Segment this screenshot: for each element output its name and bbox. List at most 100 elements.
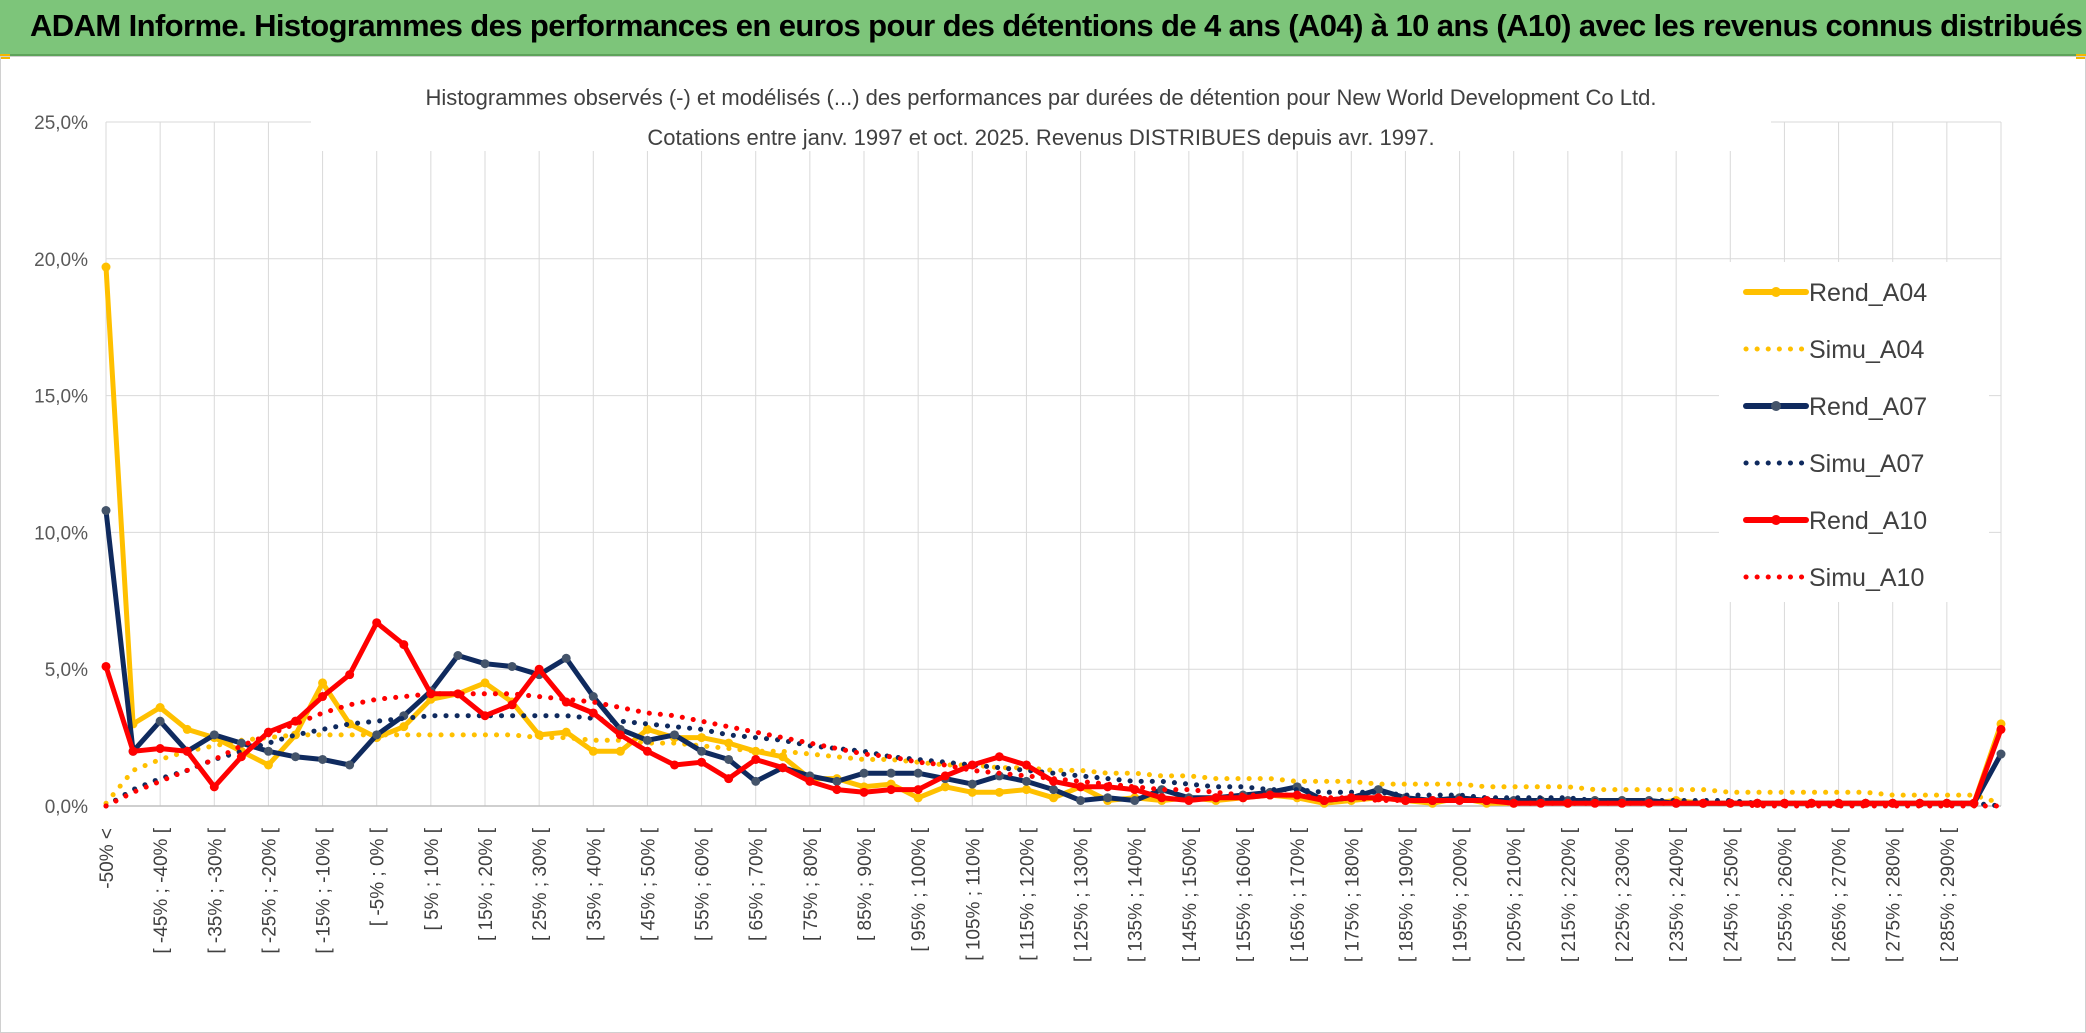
data-point-rend_a10 (642, 746, 652, 756)
x-tick-label: [ 215% ; 220% [ (1559, 827, 1580, 962)
x-tick-label: [ 85% ; 90% [ (855, 827, 876, 941)
data-point-rend_a07 (480, 659, 490, 669)
data-point-rend_a10 (1211, 793, 1221, 803)
data-point-rend_a10 (724, 774, 734, 784)
data-point-rend_a04 (588, 746, 598, 756)
x-tick-label: [ 95% ; 100% [ (909, 827, 930, 951)
x-tick-label: [ 145% ; 150% [ (1180, 827, 1201, 962)
x-tick-label: [ 45% ; 50% [ (638, 827, 659, 941)
data-point-rend_a04 (480, 678, 490, 688)
x-tick-label: [ 5% ; 10% [ (422, 827, 443, 930)
x-tick-label: [ 135% ; 140% [ (1126, 827, 1147, 962)
y-tick-label: 5,0% (45, 660, 88, 681)
legend-label-simu_a04: Simu_A04 (1809, 336, 1924, 364)
x-tick-label: [ 265% ; 270% [ (1830, 827, 1851, 962)
data-point-rend_a07 (507, 661, 517, 671)
legend-marker-rend_a04 (1771, 287, 1781, 297)
data-point-rend_a10 (670, 760, 679, 770)
legend: Rend_A04 Simu_A04 Rend_A07 Simu_A07 Rend_A10… (1719, 262, 1989, 602)
data-point-rend_a04 (318, 678, 328, 688)
data-point-rend_a07 (345, 760, 355, 770)
x-tick-label: [ 125% ; 130% [ (1072, 827, 1093, 962)
legend-label-rend_a04: Rend_A04 (1809, 279, 1927, 307)
data-point-rend_a10 (318, 692, 328, 702)
y-tick-label: 25,0% (34, 113, 88, 134)
data-point-rend_a07 (1103, 793, 1113, 803)
data-point-rend_a07 (291, 752, 300, 762)
data-point-rend_a07 (642, 735, 652, 745)
data-point-rend_a10 (209, 782, 219, 792)
data-point-rend_a10 (886, 785, 896, 795)
data-point-rend_a10 (1996, 724, 2006, 734)
data-point-rend_a04 (751, 746, 761, 756)
legend-background (1719, 262, 1989, 602)
y-tick-label: 20,0% (34, 250, 88, 271)
y-tick-label: 10,0% (34, 523, 88, 544)
x-tick-label: [ -35% ; -30% [ (205, 827, 226, 953)
x-tick-label: [ 205% ; 210% [ (1505, 827, 1526, 962)
banner-title: ADAM Informe. Histogrammes des performan… (30, 8, 2083, 43)
x-tick-label: [ 75% ; 80% [ (801, 827, 822, 941)
data-point-rend_a10 (101, 661, 111, 671)
data-point-rend_a10 (967, 760, 977, 770)
x-tick-label: -50% < (97, 828, 118, 889)
data-point-rend_a10 (832, 785, 842, 795)
data-point-rend_a07 (751, 776, 761, 786)
legend-marker-rend_a10 (1771, 515, 1781, 525)
data-point-rend_a07 (859, 768, 869, 778)
data-point-rend_a04 (1049, 793, 1058, 803)
legend-label-rend_a07: Rend_A07 (1809, 393, 1927, 421)
x-tick-label: [ 65% ; 70% [ (747, 827, 768, 941)
data-point-rend_a10 (615, 730, 625, 740)
data-point-rend_a07 (209, 730, 219, 740)
data-point-rend_a10 (507, 700, 517, 710)
data-point-rend_a10 (913, 785, 923, 795)
data-point-rend_a07 (913, 768, 923, 778)
data-point-rend_a10 (805, 776, 815, 786)
data-point-rend_a10 (372, 618, 382, 628)
data-point-rend_a07 (1130, 796, 1140, 806)
data-point-rend_a07 (697, 746, 707, 756)
data-point-rend_a10 (751, 754, 761, 764)
data-point-rend_a07 (886, 768, 896, 778)
x-tick-label: [ 285% ; 290% [ (1938, 827, 1959, 962)
x-tick-label: [ 225% ; 230% [ (1613, 827, 1634, 962)
data-point-rend_a10 (697, 757, 707, 767)
data-point-rend_a10 (1265, 790, 1275, 800)
data-point-rend_a07 (967, 779, 977, 789)
data-point-rend_a10 (345, 670, 355, 680)
x-tick-label: [ 195% ; 200% [ (1451, 827, 1472, 962)
data-point-rend_a07 (236, 738, 246, 748)
data-point-rend_a04 (913, 793, 923, 803)
data-point-rend_a10 (182, 746, 192, 756)
legend-marker-rend_a07 (1771, 401, 1781, 411)
legend-label-rend_a10: Rend_A10 (1809, 507, 1927, 535)
data-point-rend_a04 (778, 752, 788, 762)
data-point-rend_a10 (1076, 782, 1086, 792)
series-line-simu_a07 (103, 713, 2004, 809)
x-tick-label: [ 175% ; 180% [ (1342, 827, 1363, 962)
data-point-rend_a10 (1752, 798, 1762, 808)
data-point-rend_a04 (155, 703, 165, 713)
data-point-rend_a10 (480, 711, 490, 721)
data-point-rend_a07 (724, 754, 734, 764)
data-point-rend_a10 (1157, 793, 1167, 803)
data-point-rend_a07 (263, 746, 273, 756)
data-point-rend_a07 (670, 730, 679, 740)
x-tick-label: [ -5% ; 0% [ (368, 827, 389, 926)
data-point-rend_a10 (1455, 796, 1465, 806)
data-point-rend_a07 (318, 754, 328, 764)
x-tick-label: [ 55% ; 60% [ (693, 827, 714, 941)
data-point-rend_a07 (1049, 785, 1058, 795)
banner: ADAM Informe. Histogrammes des performan… (0, 0, 2086, 56)
chart-subtitle: Cotations entre janv. 1997 et oct. 2025.… (647, 125, 1434, 150)
data-point-rend_a07 (1996, 749, 2006, 759)
x-tick-label: [ 105% ; 110% [ (963, 827, 984, 960)
data-point-rend_a04 (399, 722, 409, 732)
data-point-rend_a04 (994, 787, 1004, 797)
x-tick-label: [ 165% ; 170% [ (1288, 827, 1309, 962)
x-tick-label: [ -15% ; -10% [ (314, 827, 335, 953)
data-point-rend_a10 (534, 664, 544, 674)
series-line-simu_a10 (103, 691, 2004, 809)
data-point-rend_a07 (155, 716, 165, 726)
